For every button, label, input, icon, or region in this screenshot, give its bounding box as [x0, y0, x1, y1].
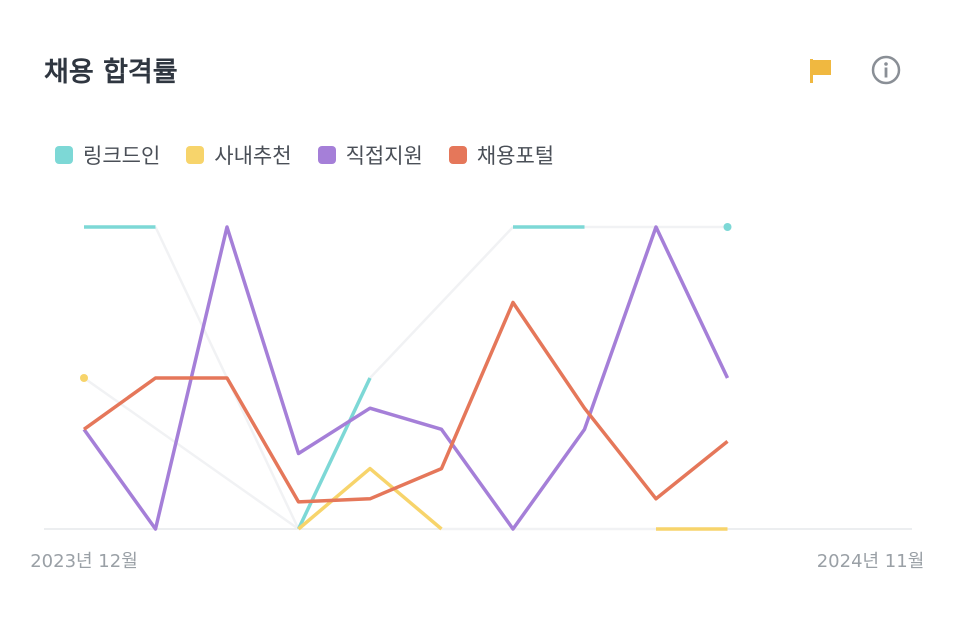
- legend-swatch: [55, 146, 73, 164]
- point: [723, 223, 732, 231]
- x-tick-label: 2024년 11월: [817, 551, 925, 572]
- legend-item: 사내추천: [186, 140, 292, 170]
- legend-swatch: [317, 146, 336, 164]
- flag-icon[interactable]: [806, 56, 836, 86]
- legend-swatch: [186, 146, 205, 164]
- gap-connector: [83, 376, 300, 531]
- legend-label: 링크드인: [83, 144, 161, 168]
- gap-connector: [369, 226, 514, 379]
- legend: 링크드인 사내추천 직접지원 채용포털: [55, 140, 554, 170]
- legend-label: 사내추천: [214, 144, 292, 168]
- line: [297, 466, 443, 531]
- legend-label: 채용포털: [476, 144, 555, 168]
- point: [80, 374, 88, 382]
- line: [82, 225, 730, 531]
- legend-item: 링크드인: [55, 140, 160, 170]
- legend-swatch: [448, 146, 467, 164]
- gap-connector: [154, 226, 300, 530]
- chart-title: 채용 합격률: [44, 57, 178, 88]
- line: [296, 377, 372, 530]
- line: [82, 300, 729, 504]
- legend-label: 직접지원: [345, 144, 423, 168]
- legend-item: 직접지원: [317, 140, 423, 170]
- legend-item: 채용포털: [448, 140, 555, 170]
- info-icon[interactable]: [870, 54, 902, 86]
- x-tick-label: 2023년 12월: [30, 551, 138, 572]
